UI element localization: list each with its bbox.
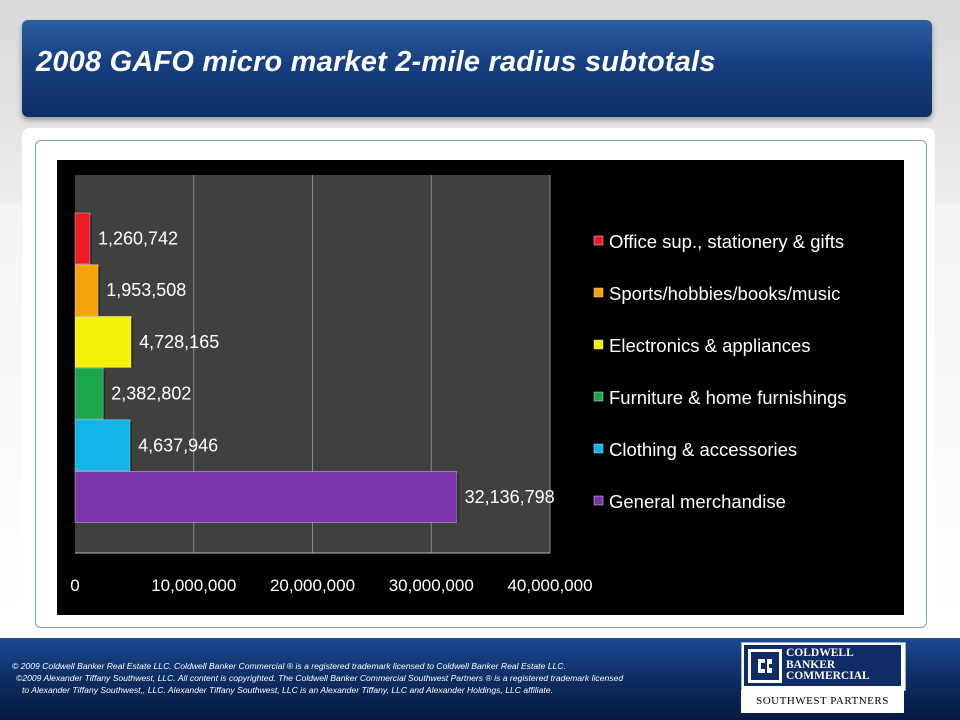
bar [74, 419, 131, 472]
legend-entry: Sports/hobbies/books/music [609, 283, 840, 304]
logo-line-3: COMMERCIAL [786, 670, 870, 683]
bar-shadow [131, 318, 134, 368]
copyright-line-3: to Alexander Tiffany Southwest,, LLC. Al… [22, 685, 553, 695]
logo-tagline-box: SOUTHWEST PARTNERS [741, 690, 904, 713]
legend-entry: Clothing & accessories [609, 439, 797, 460]
bar [74, 471, 458, 523]
title-bar: 2008 GAFO micro market 2-mile radius sub… [22, 20, 932, 117]
x-tick-label: 20,000,000 [270, 576, 355, 595]
bar-shadow [98, 266, 101, 316]
bar [74, 264, 99, 317]
logo-line-2: BANKER [786, 658, 836, 671]
legend-swatch [593, 339, 604, 350]
legend-entry: Office sup., stationery & gifts [609, 231, 844, 252]
legend-swatch [593, 287, 604, 298]
x-tick-label: 40,000,000 [507, 576, 592, 595]
x-tick-label: 0 [70, 576, 79, 595]
bar [74, 212, 91, 265]
legend-swatch [593, 495, 604, 506]
data-label: 1,260,742 [98, 229, 178, 249]
cb-logo-icon [748, 649, 782, 683]
copyright-line-1: © 2009 Coldwell Banker Real Estate LLC. … [12, 661, 566, 671]
data-label: 4,728,165 [139, 332, 219, 352]
copyright-line-2: ©2009 Alexander Tiffany Southwest, LLC. … [16, 673, 624, 683]
chart-area: 0 10,000,000 20,000,000 30,000,000 40,000,00… [57, 160, 904, 615]
legend-swatch [593, 443, 604, 454]
legend-swatch [593, 235, 604, 246]
company-logo: COLDWELL BANKER COMMERCIAL [741, 642, 906, 691]
copyright-notice: © 2009 Coldwell Banker Real Estate LLC. … [12, 660, 732, 696]
logo-panel: COLDWELL BANKER COMMERCIAL [744, 645, 901, 686]
data-label: 32,136,798 [465, 487, 555, 507]
logo-line-1: COLDWELL [786, 647, 854, 659]
slide-title: 2008 GAFO micro market 2-mile radius sub… [36, 46, 716, 78]
data-label: 1,953,508 [106, 280, 186, 300]
bar-shadow [103, 370, 106, 420]
legend-entry: Electronics & appliances [609, 335, 811, 356]
bar [74, 367, 104, 420]
bar-shadow [130, 421, 133, 471]
x-tick-label: 30,000,000 [389, 576, 474, 595]
legend-swatch [593, 391, 604, 402]
bar-chart: 0 10,000,000 20,000,000 30,000,000 40,000,00… [70, 175, 847, 595]
legend-entry: Furniture & home furnishings [609, 387, 847, 408]
logo-tagline: SOUTHWEST PARTNERS [756, 695, 889, 707]
bar-shadow [456, 473, 459, 523]
logo-wordmark: COLDWELL BANKER COMMERCIAL [786, 647, 870, 683]
data-label: 2,382,802 [111, 384, 191, 404]
x-tick-label: 10,000,000 [151, 576, 236, 595]
bar [74, 315, 132, 368]
bar-shadow [89, 215, 92, 264]
legend-entry: General merchandise [609, 491, 786, 512]
data-label: 4,637,946 [138, 435, 218, 455]
